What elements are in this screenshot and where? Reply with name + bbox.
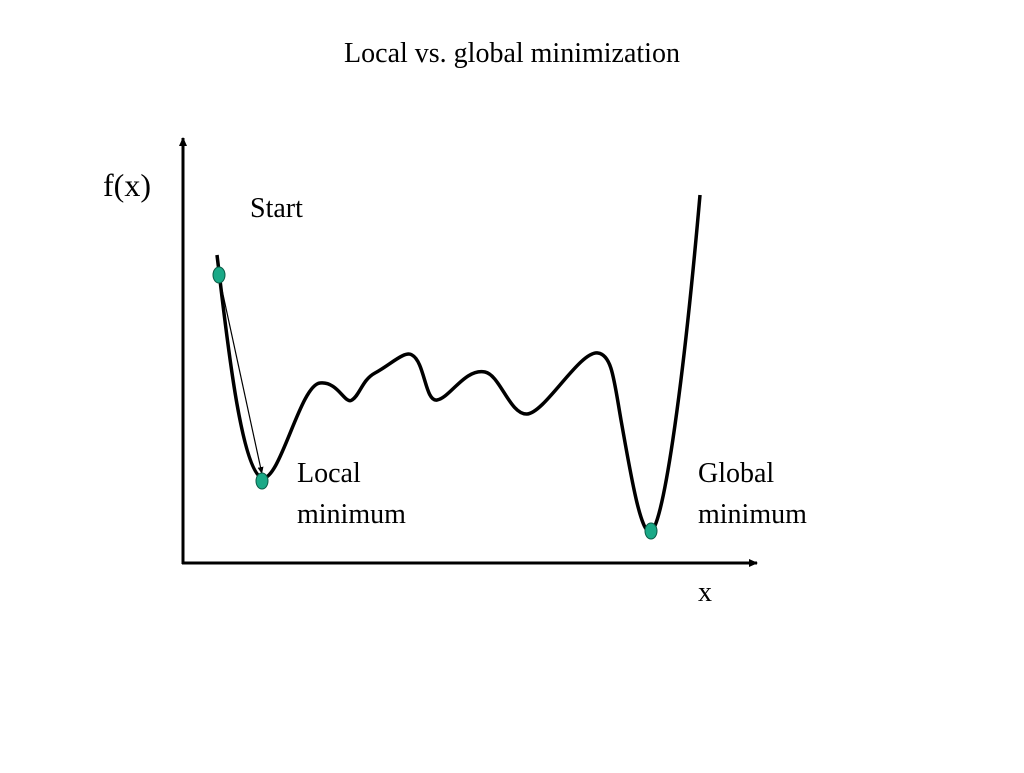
title: Local vs. global minimization — [344, 38, 680, 69]
function-curve — [215, 194, 702, 534]
global-minimum-label: Global — [698, 458, 774, 489]
local-minimum-label: Local — [297, 458, 361, 489]
global-minimum-point — [644, 522, 658, 540]
start-label: Start — [250, 193, 303, 224]
x-axis-label: x — [698, 577, 712, 608]
local-minimum-point — [255, 472, 269, 490]
start-point — [212, 266, 226, 284]
y-axis-label: f(x) — [103, 167, 151, 203]
descent-arrow — [218, 275, 264, 475]
global-minimum-label: minimum — [698, 499, 807, 530]
local-minimum-label: minimum — [297, 499, 406, 530]
